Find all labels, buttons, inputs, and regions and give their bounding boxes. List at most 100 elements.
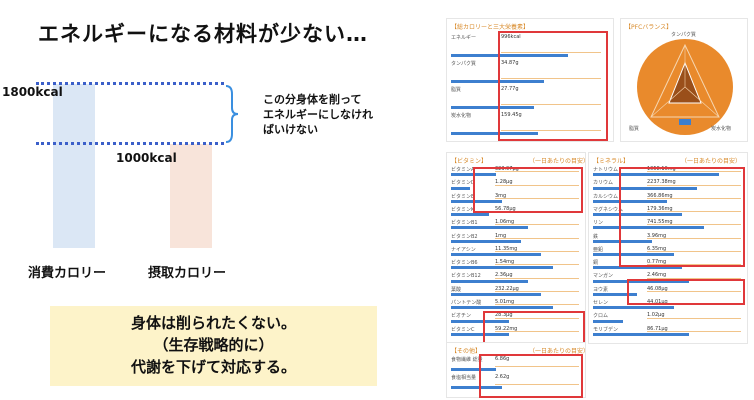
mineral-panel: 【ミネラル】 （一日あたりの目安） ナトリウム 1058.16mg カリウム 2237…	[588, 152, 748, 344]
mineral-row-value: 1058.16mg	[647, 166, 676, 172]
vitamin-row-value: 1mg	[495, 232, 507, 239]
vitamin-row: ビタミンB2 1mg	[451, 232, 581, 245]
other-row-target-line	[495, 366, 579, 367]
pfc-outer-triangle	[650, 43, 720, 118]
vitamin-row-target-line	[495, 184, 579, 186]
vitamin-row-bar	[451, 239, 521, 243]
vitamin-row-target-line	[495, 290, 579, 292]
mineral-row-target-line	[647, 290, 741, 292]
deficit-note-line-2: エネルギーにしなけれ	[263, 108, 373, 121]
category-consumed-label: 消費カロリー	[28, 266, 107, 281]
mineral-row-value: 366.86mg	[647, 192, 673, 199]
dotted-line-1800	[36, 82, 224, 85]
vitamin-row-value: 56.78μg	[495, 205, 516, 212]
other-row-name: 食塩相当量	[451, 375, 477, 381]
macro-row-value: 27.77g	[501, 86, 519, 92]
vitamin-row: パントテン酸 5.01mg	[451, 298, 581, 311]
vitamin-row-name: ビタミンB2	[451, 233, 478, 240]
vitamin-row-value: 1.54mg	[495, 259, 515, 266]
mineral-row-name: クロム	[593, 313, 609, 320]
mineral-row-name: セレン	[593, 300, 609, 306]
mineral-row-bar	[593, 306, 674, 310]
mineral-row-target-line	[647, 317, 741, 319]
vitamin-row-bar	[451, 306, 553, 310]
vitamin-row-bar	[451, 319, 509, 323]
mineral-row-name: カルシウム	[593, 193, 619, 200]
intake-calorie-bar	[170, 144, 212, 248]
macro-row-bar	[451, 132, 538, 135]
mineral-row: マグネシウム 179.36mg	[593, 205, 743, 218]
macro-row: 炭水化物 159.45g	[451, 111, 609, 137]
mineral-row-target-line	[647, 224, 741, 226]
other-row: 食物繊維 総量 6.86g	[451, 355, 581, 373]
pfc-label-protein: タンパク質	[671, 32, 697, 38]
other-row-bar	[451, 386, 502, 389]
mineral-row-bar	[593, 239, 652, 243]
mineral-row-target-line	[647, 171, 741, 173]
mineral-row-name: ヨウ素	[593, 286, 609, 293]
mineral-row-name: 銅	[593, 260, 599, 267]
macro-panel: 【総カロリーと三大栄養素】 エネルギー 996kcal タンパク質 34.87g 脂質 2…	[446, 18, 614, 142]
macro-row-bar	[451, 80, 544, 83]
kcal-label-1800: 1800kcal	[2, 85, 63, 99]
vitamin-row-target-line	[495, 277, 579, 279]
vitamin-row-name: ナイアシン	[451, 246, 476, 253]
other-row-value: 2.62g	[495, 374, 510, 380]
mineral-row-value: 1.02μg	[647, 312, 665, 319]
mineral-row-bar	[593, 266, 682, 270]
vitamin-row-target-line	[495, 251, 579, 253]
mineral-row-target-line	[647, 330, 741, 332]
mineral-row-target-line	[647, 211, 741, 213]
other-row-name: 食物繊維 総量	[451, 357, 483, 363]
vitamin-row-value: 323.97μg	[495, 166, 519, 172]
mineral-row-bar	[593, 332, 689, 336]
macro-row: タンパク質 34.87g	[451, 59, 609, 85]
vitamin-row-name: ビタミンE	[451, 193, 475, 200]
mineral-row-name: 鉄	[593, 233, 599, 240]
vitamin-row-target-line	[495, 197, 579, 199]
mineral-row: リン 741.55mg	[593, 218, 743, 231]
mineral-row-bar	[593, 279, 689, 283]
mineral-row-name: マグネシウム	[593, 206, 624, 213]
vitamin-row: 葉酸 232.22μg	[451, 285, 581, 298]
vitamin-row-target-line	[495, 264, 579, 266]
conclusion-box	[50, 306, 377, 386]
mineral-row-target-line	[647, 197, 741, 199]
mineral-row-value: 44.01μg	[647, 299, 668, 305]
vitamin-row: ビタミンD 1.28μg	[451, 178, 581, 191]
vitamin-row-value: 28.3μg	[495, 312, 513, 319]
highlight-macro-values	[498, 31, 608, 141]
macro-row-target-line	[501, 52, 601, 53]
macro-row-name: エネルギー	[451, 35, 477, 41]
mineral-row-bar	[593, 199, 667, 203]
vitamin-row: ビタミンB6 1.54mg	[451, 258, 581, 271]
deficit-note-line-3: ばいけない	[263, 123, 318, 136]
macro-row-target-line	[501, 78, 601, 79]
mineral-row-target-line	[647, 237, 741, 239]
pfc-marker	[679, 119, 691, 125]
curly-brace-icon	[225, 85, 239, 143]
vitamin-row-name: ビタミンK	[451, 206, 475, 213]
macro-row-bar	[451, 54, 568, 57]
macro-row-value: 34.87g	[501, 60, 519, 66]
vitamin-panel-subtitle: （一日あたりの目安）	[529, 158, 590, 165]
mineral-panel-title: 【ミネラル】	[593, 158, 630, 165]
vitamin-row-bar	[451, 213, 489, 217]
mineral-row-target-line	[647, 264, 741, 266]
mineral-row-value: 2237.38mg	[647, 179, 676, 186]
other-row-target-line	[495, 384, 579, 385]
vitamin-row-value: 59.22mg	[495, 325, 518, 332]
vitamin-panel-title: 【ビタミン】	[451, 158, 488, 165]
other-row-value: 6.86g	[495, 356, 510, 362]
mineral-row: 銅 0.77mg	[593, 258, 743, 271]
mineral-row-bar	[593, 186, 697, 190]
vitamin-row-name: 葉酸	[451, 286, 462, 293]
mineral-panel-subtitle: （一日あたりの目安）	[681, 158, 742, 165]
mineral-row: クロム 1.02μg	[593, 311, 743, 324]
pfc-label-carbs: 炭水化物	[711, 126, 732, 132]
vitamin-row-value: 3mg	[495, 192, 507, 199]
mineral-row: ナトリウム 1058.16mg	[593, 165, 743, 178]
deficit-note: この分身体を削って エネルギーにしなけれ ばいけない	[263, 92, 373, 137]
mineral-row-bar	[593, 213, 682, 217]
macro-row: エネルギー 996kcal	[451, 33, 609, 59]
